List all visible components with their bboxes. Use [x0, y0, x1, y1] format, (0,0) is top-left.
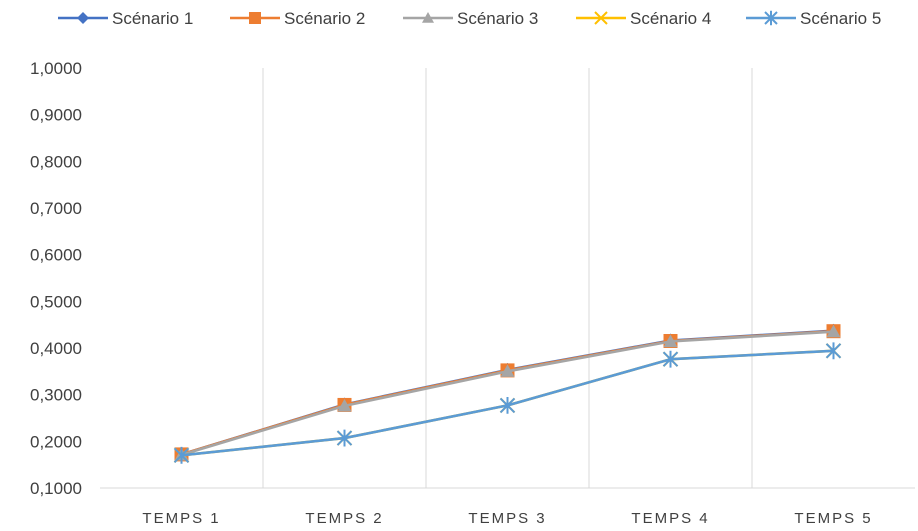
legend-item: Scénario 5	[746, 9, 881, 28]
legend-label: Scénario 1	[112, 9, 193, 28]
series	[174, 323, 841, 462]
series-lines	[173, 323, 842, 464]
series-line	[181, 329, 834, 456]
x-tick-label: TEMPS 4	[631, 510, 709, 527]
legend-label: Scénario 3	[457, 9, 538, 28]
x-tick-label: TEMPS 3	[468, 510, 546, 527]
legend-label: Scénario 4	[630, 9, 711, 28]
series	[173, 342, 842, 464]
y-tick-label: 0,7000	[30, 199, 82, 218]
y-tick-label: 0,4000	[30, 339, 82, 358]
legend-label: Scénario 5	[800, 9, 881, 28]
data-point	[173, 446, 190, 464]
series-line	[181, 329, 834, 456]
data-point	[826, 324, 841, 338]
data-point	[249, 12, 261, 24]
legend-item: Scénario 4	[576, 9, 711, 28]
series-line	[181, 330, 834, 457]
data-point	[422, 12, 434, 23]
data-point	[662, 350, 679, 368]
y-tick-label: 0,8000	[30, 152, 82, 171]
x-tick-label: TEMPS 1	[142, 510, 220, 527]
data-point	[336, 429, 353, 447]
legend-item: Scénario 3	[403, 9, 538, 28]
y-tick-label: 0,6000	[30, 246, 82, 265]
legend: Scénario 1 Scénario 2 Scénario 3 Scénario 4…	[58, 9, 881, 28]
data-point	[337, 398, 352, 412]
y-tick-label: 1,0000	[30, 59, 82, 78]
y-tick-label: 0,9000	[30, 106, 82, 125]
data-point	[594, 11, 608, 25]
y-tick-label: 0,1000	[30, 479, 82, 498]
data-point	[500, 364, 515, 377]
x-tick-label: TEMPS 2	[305, 510, 383, 527]
data-point	[825, 342, 842, 360]
data-point	[764, 10, 778, 26]
x-tick-label: TEMPS 5	[794, 510, 872, 527]
y-tick-label: 0,2000	[30, 432, 82, 451]
series	[174, 324, 841, 462]
grid	[262, 68, 753, 488]
data-point	[663, 334, 678, 348]
data-point	[499, 397, 516, 414]
data-point	[77, 12, 89, 24]
axes: 0,1000 0,2000 0,3000 0,4000 0,5000 0,6000 0,70…	[30, 59, 915, 527]
legend-item: Scénario 1	[58, 9, 193, 28]
series	[174, 324, 841, 461]
y-tick-label: 0,5000	[30, 292, 82, 311]
legend-label: Scénario 2	[284, 9, 365, 28]
legend-item: Scénario 2	[230, 9, 365, 28]
y-tick-label: 0,3000	[30, 386, 82, 405]
